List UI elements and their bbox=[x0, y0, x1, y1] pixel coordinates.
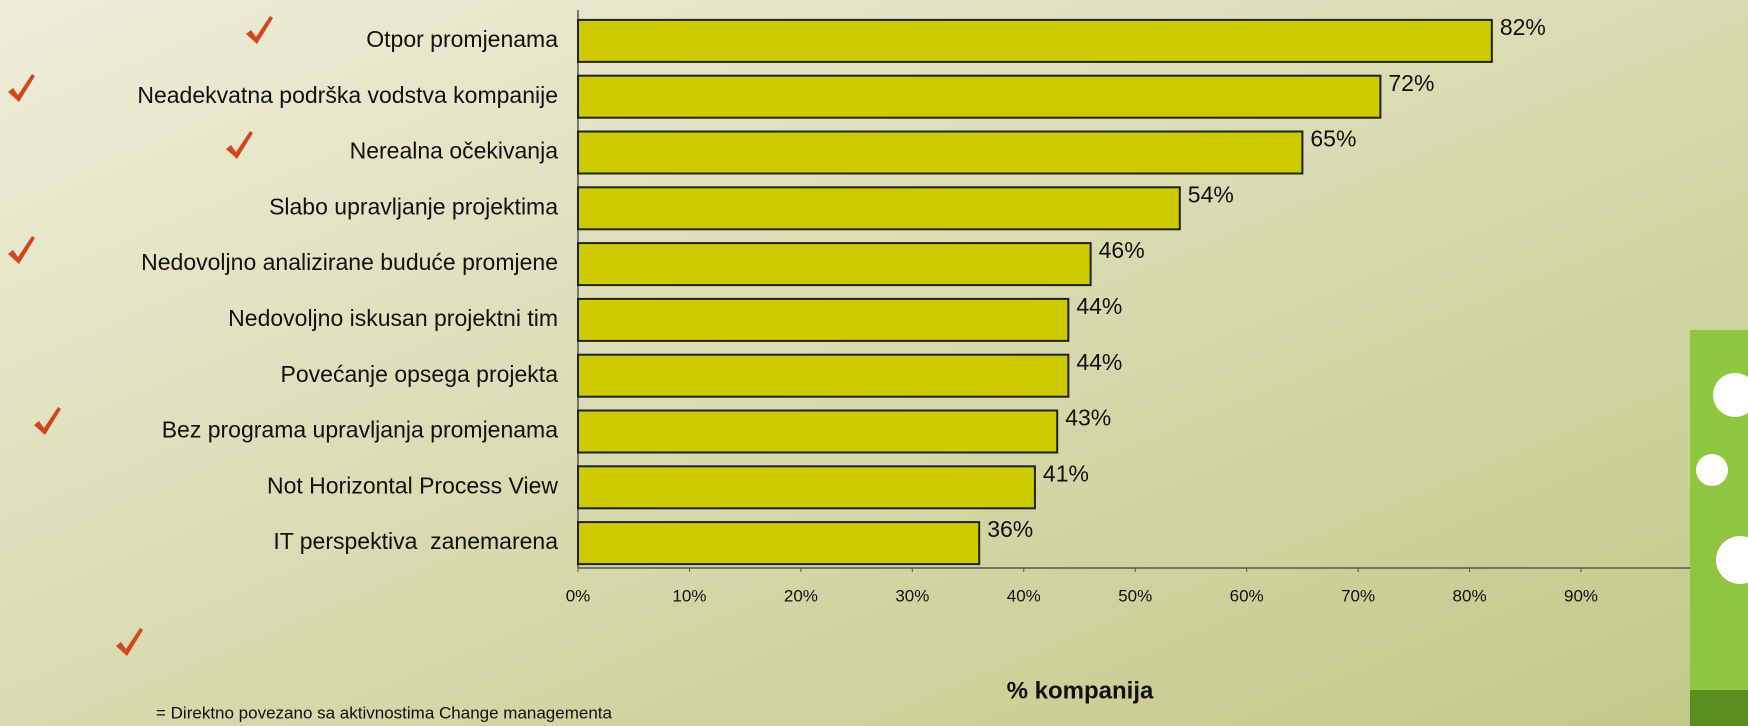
category-label: IT perspektiva zanemarena bbox=[273, 528, 558, 554]
value-label: 36% bbox=[987, 516, 1033, 542]
x-tick-label: 30% bbox=[895, 586, 929, 605]
bar bbox=[578, 466, 1035, 508]
bar bbox=[578, 411, 1057, 453]
value-label: 43% bbox=[1065, 405, 1111, 431]
category-label: Neadekvatna podrška vodstva kompanije bbox=[137, 82, 558, 108]
category-label: Nedovoljno iskusan projektni tim bbox=[228, 305, 558, 331]
x-axis-title: % kompanija bbox=[1007, 677, 1154, 704]
category-label: Not Horizontal Process View bbox=[267, 472, 558, 498]
x-tick-label: 10% bbox=[672, 586, 706, 605]
value-label: 72% bbox=[1388, 70, 1434, 96]
category-label: Povećanje opsega projekta bbox=[281, 361, 559, 387]
bar bbox=[578, 187, 1180, 229]
bar bbox=[578, 355, 1068, 397]
bar bbox=[578, 243, 1091, 285]
value-label: 46% bbox=[1099, 237, 1145, 263]
bar bbox=[578, 76, 1380, 118]
value-label: 44% bbox=[1076, 349, 1122, 375]
value-label: 82% bbox=[1500, 14, 1546, 40]
value-label: 65% bbox=[1310, 126, 1356, 152]
bar bbox=[578, 132, 1302, 174]
x-tick-label: 70% bbox=[1341, 586, 1375, 605]
category-label: Bez programa upravljanja promjenama bbox=[162, 417, 559, 443]
category-label: Nerealna očekivanja bbox=[350, 138, 559, 164]
x-tick-label: 40% bbox=[1007, 586, 1041, 605]
value-label: 44% bbox=[1076, 293, 1122, 319]
x-tick-label: 90% bbox=[1564, 586, 1598, 605]
bar bbox=[578, 522, 979, 564]
category-label: Nedovoljno analizirane buduće promjene bbox=[141, 249, 558, 275]
footnote: = Direktno povezano sa aktivnostima Chan… bbox=[156, 703, 613, 722]
logo bbox=[1690, 330, 1748, 726]
chart: = Direktno povezano sa aktivnostima Chan… bbox=[0, 0, 1748, 726]
x-tick-label: 60% bbox=[1230, 586, 1264, 605]
bar bbox=[578, 20, 1492, 62]
value-label: 41% bbox=[1043, 460, 1089, 486]
x-tick-label: 20% bbox=[784, 586, 818, 605]
category-label: Slabo upravljanje projektima bbox=[269, 193, 558, 219]
category-label: Otpor promjenama bbox=[366, 26, 558, 52]
value-label: 54% bbox=[1188, 181, 1234, 207]
bar bbox=[578, 299, 1068, 341]
x-tick-label: 80% bbox=[1453, 586, 1487, 605]
x-tick-label: 0% bbox=[566, 586, 591, 605]
x-tick-label: 50% bbox=[1118, 586, 1152, 605]
